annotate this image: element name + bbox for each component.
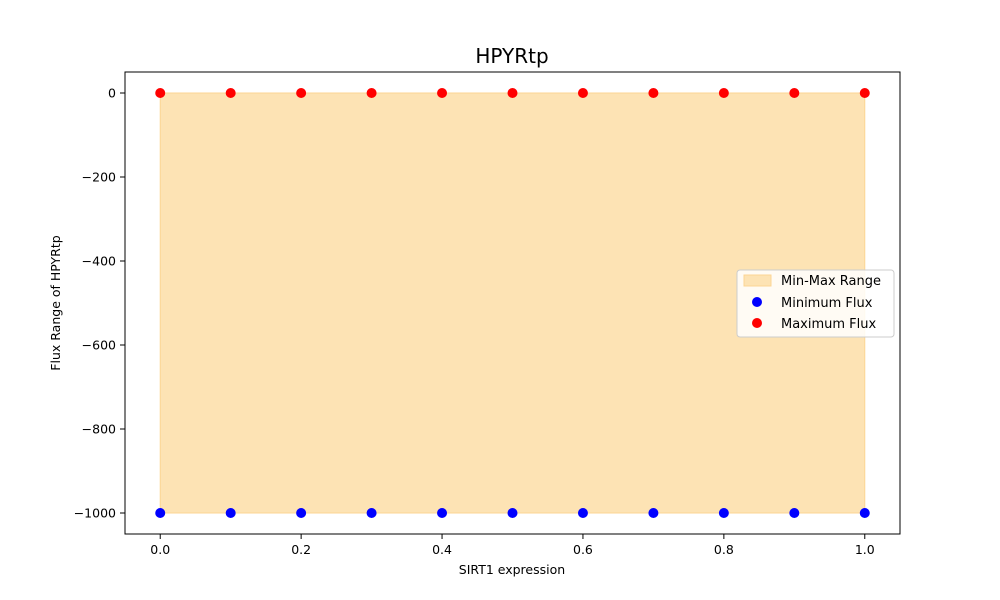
- legend-swatch-range: [743, 274, 772, 287]
- x-tick-label: 0.6: [573, 542, 593, 557]
- x-axis: 0.0 0.2 0.4 0.6 0.8 1.0: [150, 534, 875, 557]
- y-tick-label: −400: [82, 254, 116, 269]
- plot-area: [124, 71, 901, 535]
- maximum-flux-point: [225, 88, 236, 98]
- y-axis-label: Flux Range of HPYRtp: [48, 235, 63, 370]
- minimum-flux-point: [577, 508, 588, 518]
- maximum-flux-point: [577, 88, 588, 98]
- y-tick-label: −600: [82, 338, 116, 353]
- maximum-flux-point: [366, 88, 377, 98]
- axes-frame: [124, 71, 901, 535]
- legend-label-min: Minimum Flux: [781, 296, 873, 311]
- y-axis: 0 −200 −400 −600 −800 −1000: [74, 86, 125, 521]
- maximum-flux-point: [437, 88, 448, 98]
- legend: Min-Max Range Minimum Flux Maximum Flux: [736, 269, 895, 338]
- y-tick-label: −1000: [74, 506, 116, 521]
- maximum-flux-point: [155, 88, 166, 98]
- x-tick-label: 1.0: [855, 542, 875, 557]
- y-tick-label: −200: [82, 170, 116, 185]
- minimum-flux-point: [437, 508, 448, 518]
- maximum-flux-point: [789, 88, 800, 98]
- legend-box: [736, 269, 895, 338]
- minimum-flux-point: [155, 508, 166, 518]
- maximum-flux-point: [296, 88, 307, 98]
- minimum-flux-point: [366, 508, 377, 518]
- y-tick-label: 0: [108, 86, 116, 101]
- minimum-flux-point: [507, 508, 518, 518]
- y-tick-label: −800: [82, 422, 116, 437]
- minimum-flux-point: [296, 508, 307, 518]
- minimum-flux-points: [155, 508, 870, 518]
- minimum-flux-point: [225, 508, 236, 518]
- minimum-flux-point: [789, 508, 800, 518]
- x-tick-label: 0.0: [150, 542, 170, 557]
- chart-title: HPYRtp: [475, 44, 548, 68]
- maximum-flux-points: [155, 88, 870, 98]
- legend-label-max: Maximum Flux: [781, 317, 877, 332]
- legend-marker-min: [752, 297, 762, 307]
- maximum-flux-point: [507, 88, 518, 98]
- x-tick-label: 0.4: [432, 542, 452, 557]
- maximum-flux-point: [648, 88, 659, 98]
- minimum-flux-point: [648, 508, 659, 518]
- maximum-flux-point: [859, 88, 870, 98]
- x-tick-label: 0.2: [291, 542, 311, 557]
- maximum-flux-point: [718, 88, 729, 98]
- legend-label-range: Min-Max Range: [781, 274, 881, 289]
- minimum-flux-point: [859, 508, 870, 518]
- x-axis-label: SIRT1 expression: [459, 562, 565, 577]
- legend-marker-max: [752, 318, 762, 328]
- minimum-flux-point: [718, 508, 729, 518]
- x-tick-label: 0.8: [714, 542, 734, 557]
